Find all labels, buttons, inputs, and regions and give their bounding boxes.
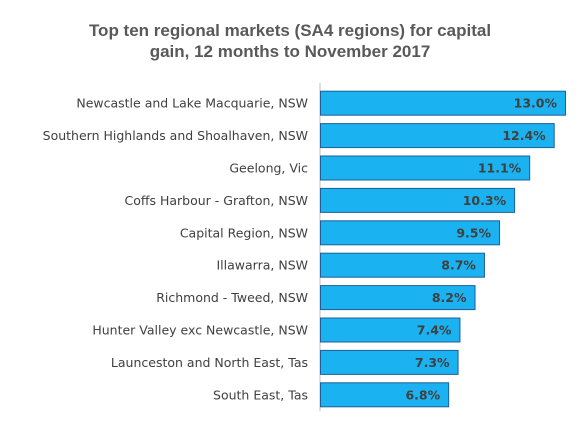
category-label: Southern Highlands and Shoalhaven, NSW bbox=[43, 128, 308, 143]
category-label: Hunter Valley exc Newcastle, NSW bbox=[92, 323, 308, 338]
data-label: 8.7% bbox=[441, 258, 476, 273]
bar bbox=[320, 123, 555, 149]
bar bbox=[320, 252, 485, 278]
bar bbox=[320, 90, 566, 116]
data-label: 12.4% bbox=[502, 128, 546, 143]
data-label: 11.1% bbox=[478, 161, 522, 176]
bar bbox=[320, 187, 516, 213]
bar bbox=[320, 285, 476, 311]
category-label: Launceston and North East, Tas bbox=[111, 355, 308, 370]
chart-title-line-1: Top ten regional markets (SA4 regions) f… bbox=[88, 21, 492, 40]
bar bbox=[320, 382, 450, 408]
data-label: 6.8% bbox=[405, 387, 440, 402]
bar bbox=[320, 349, 459, 375]
bar bbox=[320, 317, 461, 343]
data-label: 10.3% bbox=[463, 193, 507, 208]
category-label: South East, Tas bbox=[213, 387, 308, 402]
category-label: Coffs Harbour - Grafton, NSW bbox=[124, 193, 308, 208]
category-label: Geelong, Vic bbox=[229, 161, 308, 176]
chart-title: Top ten regional markets (SA4 regions) f… bbox=[0, 20, 580, 62]
data-label: 9.5% bbox=[456, 225, 491, 240]
data-label: 13.0% bbox=[514, 96, 558, 111]
category-label: Richmond - Tweed, NSW bbox=[156, 290, 308, 305]
category-label: Capital Region, NSW bbox=[180, 225, 308, 240]
chart-title-line-2: gain, 12 months to November 2017 bbox=[149, 42, 431, 61]
bar bbox=[320, 220, 501, 246]
category-label: Newcastle and Lake Macquarie, NSW bbox=[76, 96, 308, 111]
data-label: 7.3% bbox=[415, 355, 450, 370]
data-label: 8.2% bbox=[432, 290, 467, 305]
category-label: Illawarra, NSW bbox=[217, 258, 309, 273]
bar bbox=[320, 155, 531, 181]
labels-layer: Newcastle and Lake Macquarie, NSW 13.0% So… bbox=[43, 96, 558, 403]
bars-layer bbox=[320, 90, 566, 408]
data-label: 7.4% bbox=[417, 323, 452, 338]
